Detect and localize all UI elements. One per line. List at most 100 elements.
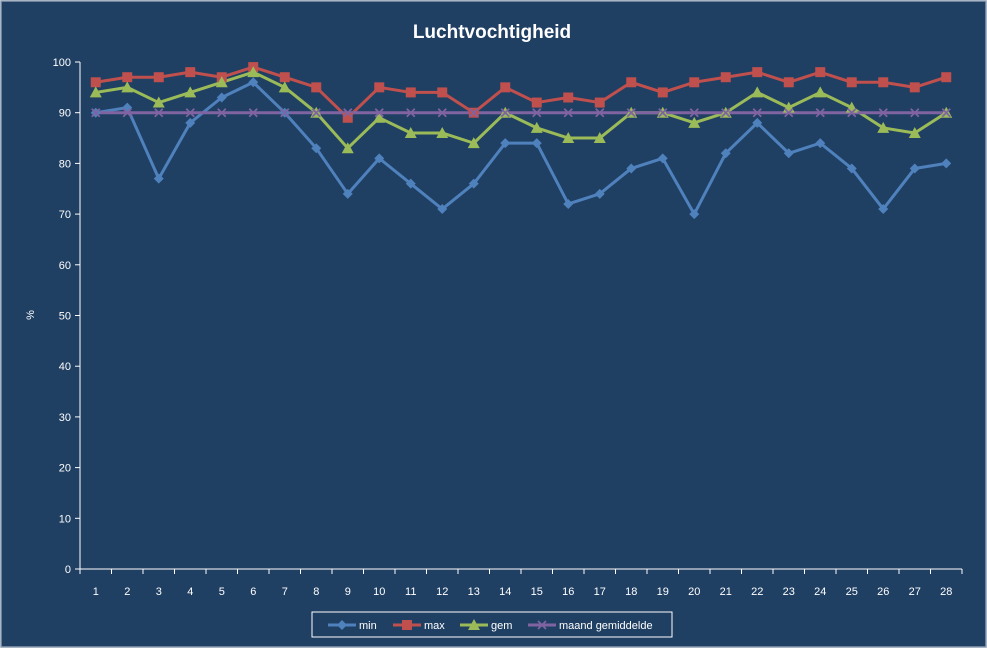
data-point-min <box>311 143 322 154</box>
data-point-min <box>405 178 416 189</box>
x-marker-stroke <box>532 108 542 118</box>
data-point-gem <box>688 116 701 128</box>
legend-label-min: min <box>359 620 377 632</box>
data-point-max <box>185 67 196 78</box>
x-tick-label: 15 <box>531 586 543 598</box>
data-point-maand-gemiddelde <box>469 108 479 118</box>
data-point-maand-gemiddelde <box>941 108 951 118</box>
data-point-gem <box>152 96 165 108</box>
data-point-max <box>689 77 700 88</box>
legend-label-maand-gemiddelde: maand gemiddelde <box>559 620 653 632</box>
x-tick-label: 28 <box>940 586 952 598</box>
data-point-maand-gemiddelde <box>91 108 101 118</box>
x-tick-label: 12 <box>436 586 448 598</box>
data-point-max <box>279 72 290 83</box>
data-point-gem <box>121 81 134 93</box>
x-tick-label: 18 <box>625 586 637 598</box>
data-point-maand-gemiddelde <box>878 108 888 118</box>
y-axis-label: % <box>25 310 37 320</box>
x-tick-label: 3 <box>156 586 162 598</box>
data-point-maand-gemiddelde <box>280 108 290 118</box>
data-point-max <box>626 77 637 88</box>
data-point-maand-gemiddelde <box>217 108 227 118</box>
data-point-maand-gemiddelde <box>689 108 699 118</box>
legend-swatch-marker-max <box>402 620 412 630</box>
x-marker-stroke <box>784 108 794 118</box>
data-point-gem <box>562 132 575 144</box>
data-point-maand-gemiddelde <box>154 108 164 118</box>
data-point-max <box>122 72 133 83</box>
x-marker-stroke <box>91 108 101 118</box>
x-marker-stroke <box>537 620 547 630</box>
x-tick-label: 11 <box>405 586 416 598</box>
y-tick-labels: 0 10 20 30 40 50 60 70 80 90 100 <box>53 57 71 576</box>
data-point-maand-gemiddelde <box>658 108 668 118</box>
series-line-max <box>95 65 947 120</box>
data-point-max <box>815 67 826 78</box>
data-point-max <box>657 87 668 98</box>
data-point-maand-gemiddelde <box>815 108 825 118</box>
legend-swatch-marker-maand-gemiddelde <box>537 620 547 630</box>
axes <box>75 61 963 574</box>
data-point-max <box>311 82 322 93</box>
data-point-min <box>153 173 164 184</box>
data-point-min <box>657 153 668 164</box>
x-marker-stroke <box>248 108 258 118</box>
data-point-gem <box>184 86 197 98</box>
data-point-min <box>815 138 826 149</box>
data-point-min <box>878 204 889 215</box>
data-point-min <box>342 188 353 199</box>
x-tick-label: 7 <box>282 586 288 598</box>
data-point-maand-gemiddelde <box>437 108 447 118</box>
data-point-max <box>878 77 889 88</box>
x-tick-label: 23 <box>783 586 795 598</box>
x-tick-label: 25 <box>846 586 858 598</box>
data-point-gem <box>814 86 827 98</box>
x-tick-label: 26 <box>877 586 889 598</box>
x-tick-label: 5 <box>219 586 225 598</box>
data-point-gem <box>404 126 417 138</box>
x-tick-label: 27 <box>909 586 921 598</box>
y-tick-label: 20 <box>59 463 71 475</box>
data-point-max <box>500 82 511 93</box>
x-tick-label: 6 <box>250 586 256 598</box>
y-tick-label: 0 <box>65 564 71 576</box>
y-tick-label: 50 <box>59 311 71 323</box>
data-point-maand-gemiddelde <box>784 108 794 118</box>
legend: min max gem maand gemiddelde <box>311 611 673 638</box>
x-tick-label: 19 <box>657 586 669 598</box>
x-marker-stroke <box>343 108 353 118</box>
x-tick-label: 22 <box>751 586 763 598</box>
data-point-min <box>909 163 920 174</box>
data-point-maand-gemiddelde <box>185 108 195 118</box>
y-tick-label: 10 <box>59 513 71 525</box>
data-point-maand-gemiddelde <box>752 108 762 118</box>
data-point-gem <box>278 81 291 93</box>
x-marker-stroke <box>658 108 668 118</box>
data-point-gem <box>908 126 921 138</box>
data-point-maand-gemiddelde <box>248 108 258 118</box>
data-point-max <box>437 87 448 98</box>
data-point-min <box>468 178 479 189</box>
data-point-maand-gemiddelde <box>532 108 542 118</box>
x-tick-label: 16 <box>562 586 574 598</box>
data-point-maand-gemiddelde <box>406 108 416 118</box>
data-point-max <box>752 67 763 78</box>
data-point-min <box>720 148 731 159</box>
x-marker-stroke <box>815 108 825 118</box>
data-point-min <box>531 138 542 149</box>
legend-label-gem: gem <box>491 620 512 632</box>
data-point-max <box>846 77 857 88</box>
data-point-min <box>563 198 574 209</box>
series-lines <box>95 65 948 216</box>
x-tick-label: 9 <box>345 586 351 598</box>
data-point-maand-gemiddelde <box>563 108 573 118</box>
data-point-max <box>153 72 164 83</box>
x-marker-stroke <box>437 108 447 118</box>
data-point-maand-gemiddelde <box>500 108 510 118</box>
data-point-maand-gemiddelde <box>311 108 321 118</box>
x-marker-stroke <box>374 108 384 118</box>
data-point-maand-gemiddelde <box>626 108 636 118</box>
